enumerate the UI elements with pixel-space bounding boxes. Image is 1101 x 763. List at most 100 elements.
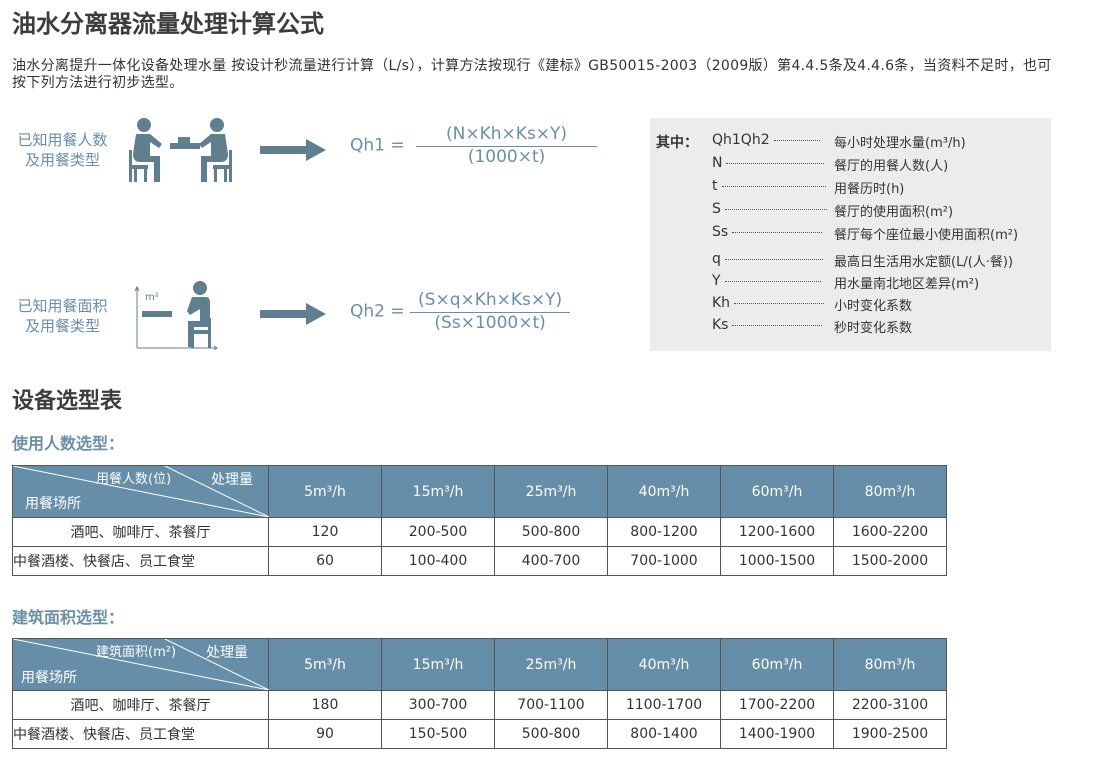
value-cell: 200-500 xyxy=(381,517,495,547)
legend-symbol: Ss xyxy=(712,224,729,240)
legend-desc: 最高日生活用水定额(L/(人·餐)) xyxy=(834,255,1014,270)
legend-symbol: Y xyxy=(712,273,721,289)
diagonal-lines xyxy=(13,466,269,517)
value-cell: 700-1000 xyxy=(607,546,721,576)
value-cell: 1100-1700 xyxy=(607,690,721,720)
value-cell: 500-800 xyxy=(494,719,608,749)
legend-symbol: Kh xyxy=(712,295,731,311)
column-header: 80m³/h xyxy=(833,465,947,518)
value-cell: 1700-2200 xyxy=(720,690,834,720)
corner-top-label: 建筑面积(m²) xyxy=(96,645,177,660)
section-title: 设备选型表 xyxy=(12,389,123,414)
value-cell: 90 xyxy=(268,719,382,749)
column-header: 40m³/h xyxy=(607,465,721,518)
value-cell: 1000-1500 xyxy=(720,546,834,576)
table-row: 中餐酒楼、快餐店、员工食堂 90 150-500 500-800 800-140… xyxy=(12,719,947,749)
column-header: 60m³/h xyxy=(720,638,834,691)
corner-header: 建筑面积(m²) 处理量 用餐场所 xyxy=(12,638,269,691)
formula-lhs: Qh2 = xyxy=(350,301,405,322)
column-header: 40m³/h xyxy=(607,638,721,691)
leader-dots xyxy=(721,185,826,187)
corner-right-label: 处理量 xyxy=(206,645,248,661)
legend-desc: 秒时变化系数 xyxy=(834,321,913,336)
value-cell: 60 xyxy=(268,546,382,576)
column-header: 25m³/h xyxy=(494,465,608,518)
legend-desc: 用水量南北地区差异(m²) xyxy=(834,277,980,292)
venue-cell: 中餐酒楼、快餐店、员工食堂 xyxy=(12,546,269,576)
legend-desc: 用餐历时(h) xyxy=(834,182,905,197)
formula-denominator: (1000×t) xyxy=(467,147,546,167)
legend-desc: 餐厅每个座位最小使用面积(m²) xyxy=(834,228,1019,243)
value-cell: 500-800 xyxy=(494,517,608,547)
diners-at-table-icon xyxy=(129,118,232,182)
legend-symbol: S xyxy=(712,201,721,217)
intro-text: 油水分离提升一体化设备处理水量 按设计秒流量进行计算（L/s），计算方法按现行《… xyxy=(12,58,1052,91)
leader-dots xyxy=(724,280,821,282)
corner-bottom-label: 用餐场所 xyxy=(21,670,77,686)
diner-area-icon: m² xyxy=(134,281,218,350)
table-row: 酒吧、咖啡厅、茶餐厅 120 200-500 500-800 800-1200 … xyxy=(12,517,947,547)
leader-dots xyxy=(732,324,823,326)
formula-qh2: Qh2 = (S×q×Kh×Ks×Y) (Ss×1000×t) xyxy=(350,290,571,333)
formula-numerator: (N×Kh×Ks×Y) xyxy=(416,124,598,147)
selection-table-by-diners: 用餐人数(位) 处理量 用餐场所 5m³/h 15m³/h 25m³/h 40m… xyxy=(12,465,947,576)
corner-header: 用餐人数(位) 处理量 用餐场所 xyxy=(12,465,269,518)
value-cell: 150-500 xyxy=(381,719,495,749)
column-header: 15m³/h xyxy=(381,638,495,691)
value-cell: 180 xyxy=(268,690,382,720)
corner-top-label: 用餐人数(位) xyxy=(96,472,172,487)
column-header: 5m³/h xyxy=(268,465,382,518)
venue-cell: 酒吧、咖啡厅、茶餐厅 xyxy=(12,517,269,547)
column-header: 60m³/h xyxy=(720,465,834,518)
legend-symbol: Qh1Qh2 xyxy=(712,132,770,148)
label-line: 已知用餐面积 xyxy=(17,297,108,315)
column-header: 15m³/h xyxy=(381,465,495,518)
venue-cell: 中餐酒楼、快餐店、员工食堂 xyxy=(12,719,269,749)
table-1-title: 使用人数选型： xyxy=(12,434,125,453)
leader-dots xyxy=(726,162,825,164)
table-header-row: 建筑面积(m²) 处理量 用餐场所 5m³/h 15m³/h 25m³/h 40… xyxy=(12,638,947,691)
value-cell: 1500-2000 xyxy=(833,546,947,576)
value-cell: 100-400 xyxy=(381,546,495,576)
label-line: 及用餐类型 xyxy=(24,317,100,335)
formula-denominator: (Ss×1000×t) xyxy=(434,313,546,333)
column-header: 80m³/h xyxy=(833,638,947,691)
leader-dots xyxy=(773,139,820,141)
method-1-label: 已知用餐人数 及用餐类型 xyxy=(10,130,115,170)
value-cell: 1400-1900 xyxy=(720,719,834,749)
table-row: 酒吧、咖啡厅、茶餐厅 180 300-700 700-1100 1100-170… xyxy=(12,690,947,720)
method-2-label: 已知用餐面积 及用餐类型 xyxy=(10,296,115,336)
table-header-row: 用餐人数(位) 处理量 用餐场所 5m³/h 15m³/h 25m³/h 40m… xyxy=(12,465,947,518)
value-cell: 120 xyxy=(268,517,382,547)
corner-bottom-label: 用餐场所 xyxy=(25,496,81,512)
value-cell: 700-1100 xyxy=(494,690,608,720)
value-cell: 400-700 xyxy=(494,546,608,576)
legend-desc: 每小时处理水量(m³/h) xyxy=(834,136,966,151)
label-line: 已知用餐人数 xyxy=(17,131,108,149)
value-cell: 800-1400 xyxy=(607,719,721,749)
value-cell: 1600-2200 xyxy=(833,517,947,547)
legend-desc: 餐厅的使用面积(m²) xyxy=(834,205,954,220)
axis-unit-label: m² xyxy=(145,292,159,303)
legend-desc: 餐厅的用餐人数(人) xyxy=(834,159,949,174)
formula-lhs: Qh1 = xyxy=(350,135,405,156)
venue-cell: 酒吧、咖啡厅、茶餐厅 xyxy=(12,690,269,720)
arrow-right-icon xyxy=(260,139,326,161)
corner-right-label: 处理量 xyxy=(211,472,253,488)
selection-table-by-area: 建筑面积(m²) 处理量 用餐场所 5m³/h 15m³/h 25m³/h 40… xyxy=(12,638,947,749)
table-row: 中餐酒楼、快餐店、员工食堂 60 100-400 400-700 700-100… xyxy=(12,546,947,576)
table-2-title: 建筑面积选型： xyxy=(12,608,125,627)
value-cell: 1200-1600 xyxy=(720,517,834,547)
legend-symbol: t xyxy=(712,178,718,194)
legend-heading: 其中： xyxy=(656,135,698,151)
column-header: 25m³/h xyxy=(494,638,608,691)
value-cell: 300-700 xyxy=(381,690,495,720)
formula-qh1: Qh1 = (N×Kh×Ks×Y) (1000×t) xyxy=(350,124,598,167)
variable-legend: 其中： Qh1Qh2 每小时处理水量(m³/h) N 餐厅的用餐人数(人) t 用餐历… xyxy=(650,118,1051,351)
leader-dots xyxy=(732,231,823,233)
diagonal-lines xyxy=(13,639,269,690)
leader-dots xyxy=(724,208,827,210)
formula-numerator: (S×q×Kh×Ks×Y) xyxy=(410,290,571,313)
legend-symbol: N xyxy=(712,155,723,171)
value-cell: 2200-3100 xyxy=(833,690,947,720)
